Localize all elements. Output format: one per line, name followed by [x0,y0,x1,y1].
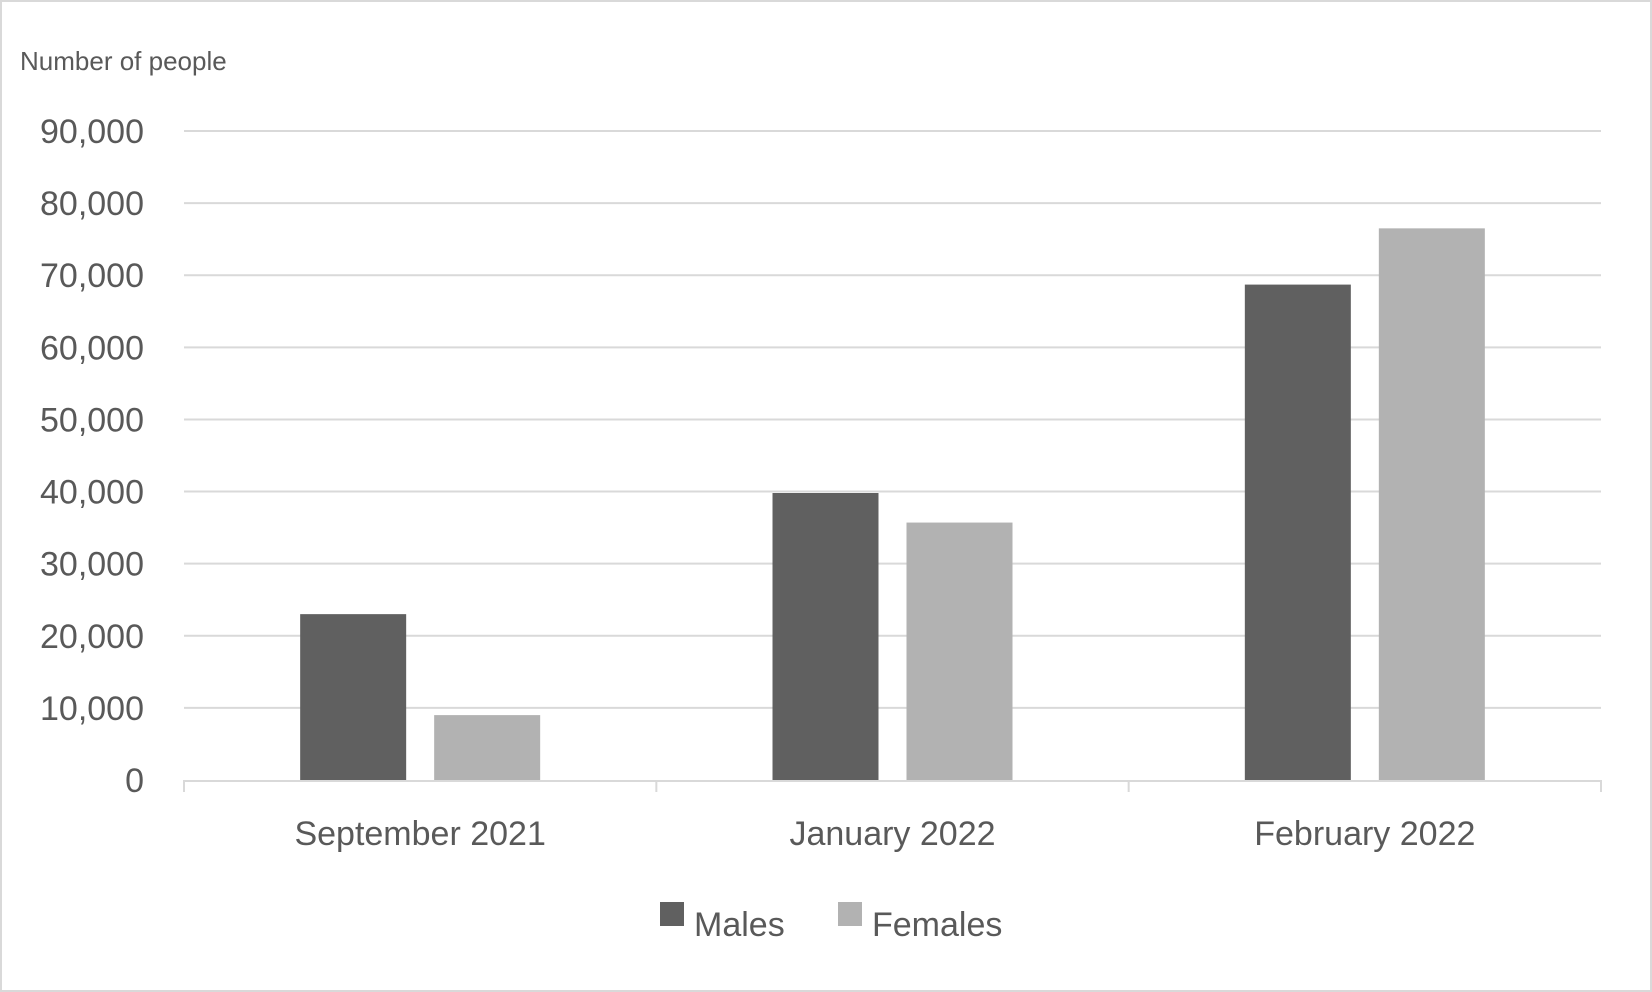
y-tick-label: 20,000 [40,618,144,656]
y-tick-label: 60,000 [40,329,144,367]
x-axis [183,780,1602,792]
y-tick-label: 10,000 [40,690,144,728]
y-tick-labels: 0 10,000 20,000 30,000 40,000 50,000 60,000 70,… [40,113,144,800]
bar-males-2 [772,492,879,780]
gridlines [184,130,1601,709]
category-labels: September 2021 January 2022 February 2022 [294,815,1475,853]
bar-females-1 [434,715,541,780]
legend-label-males: Males [694,906,785,944]
legend-swatch-males [660,902,684,926]
y-tick-label: 30,000 [40,546,144,584]
legend-label-females: Females [872,906,1002,944]
y-tick-label: 80,000 [40,185,144,223]
y-axis-title: Number of people [20,46,227,76]
bar-females-3 [1378,228,1485,781]
category-label: February 2022 [1254,815,1475,853]
bar-males-1 [300,614,407,780]
y-tick-label: 50,000 [40,401,144,439]
legend: Males Females [660,902,1002,944]
bar-males-3 [1244,284,1351,780]
y-tick-label: 70,000 [40,257,144,295]
y-tick-label: 40,000 [40,474,144,512]
bar-females-2 [906,522,1013,780]
category-label: September 2021 [294,815,545,853]
legend-swatch-females [838,902,862,926]
category-label: January 2022 [789,815,995,853]
y-tick-label: 0 [125,762,144,800]
y-tick-label: 90,000 [40,113,144,151]
bars [300,228,1485,781]
